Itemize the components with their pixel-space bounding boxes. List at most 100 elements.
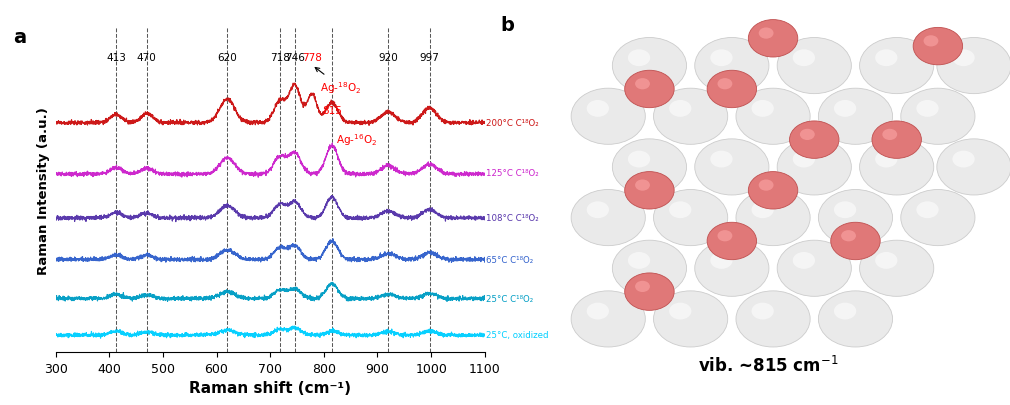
- Circle shape: [710, 151, 732, 168]
- Circle shape: [860, 38, 934, 94]
- Circle shape: [834, 303, 856, 320]
- Circle shape: [695, 241, 769, 296]
- Text: 620: 620: [217, 53, 237, 62]
- Circle shape: [587, 303, 609, 320]
- Circle shape: [818, 89, 893, 145]
- Text: 470: 470: [137, 53, 157, 62]
- Circle shape: [653, 89, 728, 145]
- Circle shape: [777, 241, 851, 296]
- Circle shape: [751, 303, 774, 320]
- Text: 746: 746: [285, 53, 305, 62]
- Circle shape: [793, 50, 815, 67]
- Circle shape: [625, 273, 674, 311]
- X-axis label: Raman shift (cm⁻¹): Raman shift (cm⁻¹): [189, 381, 351, 396]
- Y-axis label: Raman Intensity (a.u.): Raman Intensity (a.u.): [37, 107, 49, 274]
- Text: 815: 815: [322, 106, 341, 116]
- Circle shape: [635, 79, 649, 90]
- Circle shape: [952, 50, 975, 67]
- Text: b: b: [500, 16, 514, 35]
- Circle shape: [736, 190, 810, 246]
- Circle shape: [923, 36, 938, 47]
- Circle shape: [818, 190, 893, 246]
- Circle shape: [937, 139, 1010, 196]
- Circle shape: [571, 89, 645, 145]
- Circle shape: [831, 223, 880, 260]
- Text: 65°C C¹⁸O₂: 65°C C¹⁸O₂: [487, 256, 533, 265]
- Circle shape: [628, 252, 650, 269]
- Circle shape: [876, 252, 898, 269]
- Circle shape: [860, 241, 934, 296]
- Circle shape: [777, 139, 851, 196]
- Circle shape: [628, 151, 650, 168]
- Circle shape: [793, 151, 815, 168]
- Circle shape: [628, 50, 650, 67]
- Text: Ag-$^{16}$O$_2$: Ag-$^{16}$O$_2$: [335, 132, 377, 148]
- Circle shape: [883, 130, 897, 141]
- Circle shape: [916, 202, 938, 219]
- Text: 108°C C¹⁸O₂: 108°C C¹⁸O₂: [487, 214, 539, 223]
- Circle shape: [876, 151, 898, 168]
- Circle shape: [717, 79, 732, 90]
- Circle shape: [876, 50, 898, 67]
- Text: 718: 718: [270, 53, 290, 62]
- Circle shape: [736, 291, 810, 347]
- Circle shape: [653, 190, 728, 246]
- Text: Ag-$^{18}$O$_2$: Ag-$^{18}$O$_2$: [315, 68, 361, 95]
- Circle shape: [748, 172, 798, 209]
- Circle shape: [759, 28, 774, 40]
- Circle shape: [587, 101, 609, 117]
- Circle shape: [751, 202, 774, 219]
- Circle shape: [707, 223, 756, 260]
- Circle shape: [841, 230, 855, 242]
- Circle shape: [612, 38, 687, 94]
- Circle shape: [818, 291, 893, 347]
- Circle shape: [612, 241, 687, 296]
- Circle shape: [937, 38, 1010, 94]
- Circle shape: [695, 38, 769, 94]
- Circle shape: [717, 230, 732, 242]
- Circle shape: [653, 291, 728, 347]
- Text: 778: 778: [302, 53, 322, 62]
- Text: 997: 997: [419, 53, 439, 62]
- Text: vib. ~815 cm$^{-1}$: vib. ~815 cm$^{-1}$: [698, 356, 838, 375]
- Circle shape: [901, 89, 975, 145]
- Circle shape: [571, 291, 645, 347]
- Circle shape: [670, 303, 692, 320]
- Circle shape: [793, 252, 815, 269]
- Circle shape: [901, 190, 975, 246]
- Circle shape: [625, 172, 674, 209]
- Circle shape: [635, 281, 649, 292]
- Circle shape: [834, 202, 856, 219]
- Circle shape: [872, 122, 921, 159]
- Circle shape: [670, 101, 692, 117]
- Circle shape: [587, 202, 609, 219]
- Circle shape: [710, 50, 732, 67]
- Circle shape: [571, 190, 645, 246]
- Circle shape: [748, 21, 798, 58]
- Text: a: a: [12, 28, 25, 47]
- Circle shape: [790, 122, 839, 159]
- Circle shape: [736, 89, 810, 145]
- Text: 920: 920: [379, 53, 398, 62]
- Circle shape: [913, 28, 963, 66]
- Text: 125°C C¹⁸O₂: 125°C C¹⁸O₂: [487, 168, 539, 177]
- Circle shape: [670, 202, 692, 219]
- Circle shape: [707, 71, 756, 109]
- Text: 200°C C¹⁸O₂: 200°C C¹⁸O₂: [487, 119, 539, 128]
- Circle shape: [751, 101, 774, 117]
- Circle shape: [777, 38, 851, 94]
- Text: 25°C, oxidized: 25°C, oxidized: [487, 330, 548, 339]
- Circle shape: [800, 130, 815, 141]
- Text: 413: 413: [106, 53, 126, 62]
- Circle shape: [952, 151, 975, 168]
- Circle shape: [625, 71, 674, 109]
- Circle shape: [759, 180, 774, 191]
- Circle shape: [612, 139, 687, 196]
- Circle shape: [695, 139, 769, 196]
- Text: 25°C C¹⁸O₂: 25°C C¹⁸O₂: [487, 294, 533, 303]
- Circle shape: [635, 180, 649, 191]
- Circle shape: [834, 101, 856, 117]
- Circle shape: [916, 101, 938, 117]
- Circle shape: [860, 139, 934, 196]
- Circle shape: [710, 252, 732, 269]
